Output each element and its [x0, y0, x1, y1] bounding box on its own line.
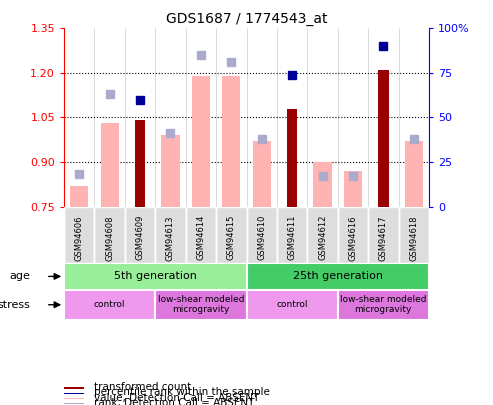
Bar — [405, 141, 423, 207]
Bar — [186, 207, 216, 263]
Text: GSM94606: GSM94606 — [75, 215, 84, 260]
Text: value, Detection Call = ABSENT: value, Detection Call = ABSENT — [94, 393, 259, 403]
Text: GSM94613: GSM94613 — [166, 215, 175, 260]
Bar — [338, 290, 429, 320]
Bar — [125, 207, 155, 263]
Text: control: control — [277, 300, 308, 309]
Bar — [246, 290, 338, 320]
Bar — [338, 207, 368, 263]
Bar — [155, 207, 186, 263]
Bar — [64, 398, 84, 399]
Bar — [222, 76, 241, 207]
Bar — [155, 290, 246, 320]
Bar — [135, 120, 145, 207]
Text: GSM94618: GSM94618 — [409, 215, 418, 260]
Bar — [246, 207, 277, 263]
Text: GSM94615: GSM94615 — [227, 215, 236, 260]
Text: GSM94608: GSM94608 — [105, 215, 114, 260]
Title: GDS1687 / 1774543_at: GDS1687 / 1774543_at — [166, 12, 327, 26]
Text: low-shear modeled
microgravity: low-shear modeled microgravity — [158, 295, 244, 314]
Text: stress: stress — [0, 300, 31, 310]
Bar — [314, 162, 332, 207]
Text: GSM94617: GSM94617 — [379, 215, 388, 260]
Text: GSM94614: GSM94614 — [196, 215, 206, 260]
Bar — [64, 393, 84, 394]
Bar — [398, 207, 429, 263]
Text: control: control — [94, 300, 125, 309]
Bar — [246, 263, 429, 290]
Text: 25th generation: 25th generation — [293, 271, 383, 281]
Bar — [161, 135, 179, 207]
Text: GSM94611: GSM94611 — [287, 215, 297, 260]
Bar — [64, 387, 84, 389]
Text: GSM94616: GSM94616 — [349, 215, 357, 260]
Bar — [64, 263, 246, 290]
Bar — [368, 207, 398, 263]
Text: transformed count: transformed count — [94, 382, 191, 392]
Bar — [252, 141, 271, 207]
Bar — [344, 171, 362, 207]
Bar — [307, 207, 338, 263]
Text: GSM94612: GSM94612 — [318, 215, 327, 260]
Bar — [101, 124, 119, 207]
Text: GSM94610: GSM94610 — [257, 215, 266, 260]
Bar — [64, 290, 155, 320]
Text: percentile rank within the sample: percentile rank within the sample — [94, 388, 270, 397]
Text: GSM94609: GSM94609 — [136, 215, 144, 260]
Text: 5th generation: 5th generation — [114, 271, 197, 281]
Bar — [378, 70, 388, 207]
Text: low-shear modeled
microgravity: low-shear modeled microgravity — [340, 295, 426, 314]
Bar — [64, 207, 95, 263]
Bar — [64, 403, 84, 404]
Bar — [277, 207, 307, 263]
Bar — [216, 207, 246, 263]
Bar — [192, 76, 210, 207]
Text: rank, Detection Call = ABSENT: rank, Detection Call = ABSENT — [94, 398, 254, 405]
Bar — [287, 109, 297, 207]
Text: age: age — [10, 271, 31, 281]
Bar — [70, 186, 88, 207]
Bar — [95, 207, 125, 263]
